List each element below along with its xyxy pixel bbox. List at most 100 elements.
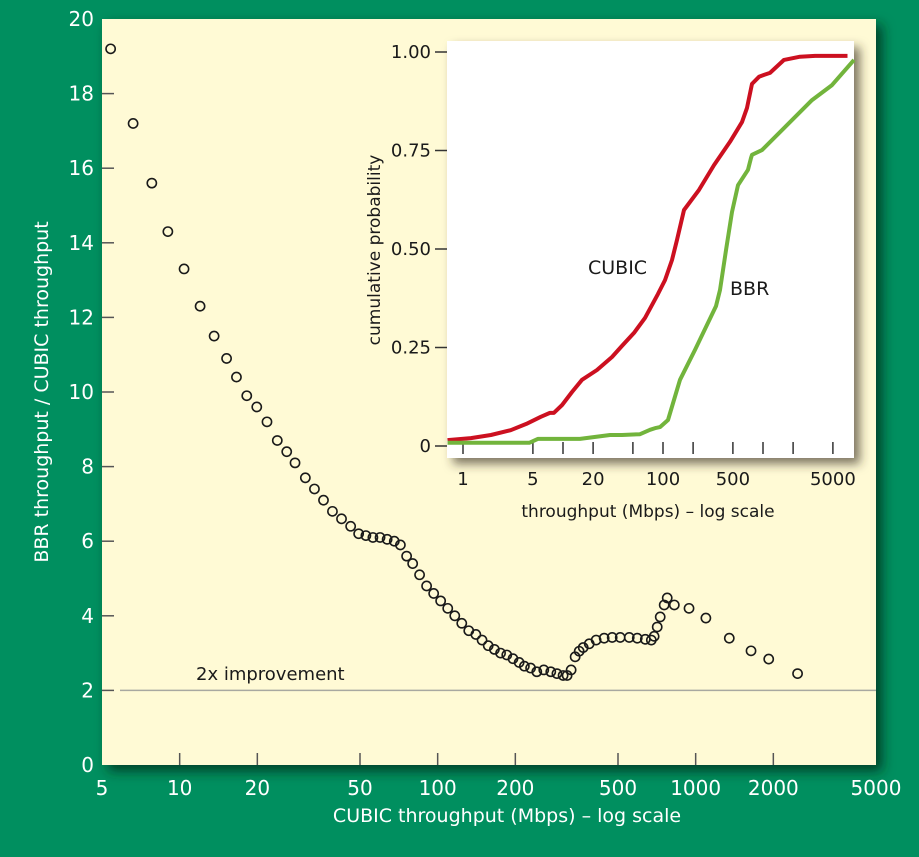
inset-y-tick-label: 0.75 xyxy=(391,141,431,162)
main-y-tick-label: 18 xyxy=(69,82,94,106)
reference-line-label: 2x improvement xyxy=(196,664,345,685)
main-y-tick-label: 8 xyxy=(81,455,94,479)
inset-x-axis-title: throughput (Mbps) – log scale xyxy=(521,502,774,522)
main-x-tick-label: 2000 xyxy=(748,776,799,800)
scatter-point xyxy=(407,558,419,569)
scatter-point xyxy=(700,612,712,624)
scatter-point xyxy=(651,621,663,633)
inset-x-tick-label: 5 xyxy=(527,469,538,490)
scatter-point xyxy=(367,532,379,543)
scatter-point xyxy=(538,664,550,676)
inset-plot-area xyxy=(447,41,854,458)
scatter-point xyxy=(421,580,433,592)
scatter-point xyxy=(208,330,220,342)
scatter-point xyxy=(360,530,372,542)
scatter-point xyxy=(146,177,158,189)
scatter-point xyxy=(590,634,602,646)
scatter-point xyxy=(428,588,440,599)
inset-x-ticks: 1 5 20 100 500 5000 xyxy=(457,442,856,490)
scatter-point xyxy=(545,666,557,678)
main-y-tick-label: 2 xyxy=(81,678,94,702)
scatter-point xyxy=(261,416,273,428)
scatter-point xyxy=(551,668,563,680)
series-line-cubic xyxy=(447,53,848,443)
main-x-tick-label: 20 xyxy=(245,776,270,800)
main-y-ticks: 0 2 4 6 8 10 12 14 16 18 20 xyxy=(69,7,114,777)
scatter-point xyxy=(654,611,666,623)
scatter-point xyxy=(401,550,413,562)
scatter-point xyxy=(631,632,643,644)
scatter-point xyxy=(251,401,263,413)
inset-x-tick-label: 500 xyxy=(716,469,750,490)
scatter-point xyxy=(299,472,311,484)
scatter-point xyxy=(327,505,338,517)
series-label-cubic: CUBIC xyxy=(588,257,647,279)
scatter-point xyxy=(178,263,190,275)
main-y-tick-label: 14 xyxy=(69,231,94,255)
scatter-point xyxy=(565,664,577,676)
main-x-tick-label: 100 xyxy=(419,776,457,800)
scatter-point xyxy=(442,602,454,614)
scatter-point xyxy=(456,617,468,629)
inset-y-tick-label: 1.00 xyxy=(391,42,431,63)
scatter-point xyxy=(745,645,757,657)
scatter-point xyxy=(345,520,357,532)
scatter-point xyxy=(668,599,680,611)
inset-y-tick-label: 0.50 xyxy=(391,239,431,260)
scatter-point xyxy=(495,647,506,659)
main-y-tick-label: 0 xyxy=(81,753,94,777)
scatter-point xyxy=(281,446,293,458)
scatter-point xyxy=(241,390,253,402)
main-x-tick-label: 5 xyxy=(96,776,109,800)
main-x-ticks: 5 10 20 50 100 200 500 1000 2000 5000 xyxy=(96,753,901,800)
scatter-point xyxy=(127,118,139,129)
main-x-axis-title: CUBIC throughput (Mbps) – log scale xyxy=(333,805,681,827)
main-x-tick-label: 500 xyxy=(599,776,637,800)
scatter-point xyxy=(792,668,803,680)
main-y-axis-title: BBR throughput / CUBIC throughput xyxy=(31,221,53,562)
scatter-point xyxy=(476,634,488,646)
inset-y-tick-label: 0 xyxy=(420,436,431,457)
inset-y-ticks: 0 0.25 0.50 0.75 1.00 xyxy=(391,42,447,457)
inset-x-tick-label: 1 xyxy=(457,469,468,490)
series-label-bbr: BBR xyxy=(730,278,769,300)
scatter-point xyxy=(658,599,670,611)
scatter-point xyxy=(289,457,301,469)
main-x-tick-label: 10 xyxy=(167,776,192,800)
series-line-bbr xyxy=(447,58,856,445)
inset-x-tick-label: 100 xyxy=(646,469,680,490)
scatter-point xyxy=(221,353,232,364)
scatter-point xyxy=(661,592,673,604)
scatter-point xyxy=(763,653,775,665)
scatter-point xyxy=(683,602,695,614)
scatter-point xyxy=(336,513,347,525)
scatter-point xyxy=(414,569,425,581)
scatter-point xyxy=(470,629,482,640)
main-y-tick-label: 16 xyxy=(69,156,94,180)
scatter-point xyxy=(394,539,406,551)
scatter-point xyxy=(105,43,117,55)
scatter-point xyxy=(381,533,393,545)
scatter-point xyxy=(723,632,735,644)
scatter-point xyxy=(435,595,447,607)
scatter-point xyxy=(309,483,320,495)
scatter-point xyxy=(231,371,242,383)
scatter-point xyxy=(557,670,569,681)
inset-y-axis-title: cumulative probability xyxy=(365,155,385,346)
scatter-point xyxy=(162,226,174,238)
main-x-tick-label: 200 xyxy=(496,776,534,800)
main-scatter-points xyxy=(105,43,803,681)
scatter-point xyxy=(598,632,610,644)
scatter-point xyxy=(648,630,660,642)
main-y-tick-label: 10 xyxy=(69,380,94,404)
scatter-point xyxy=(449,610,461,622)
main-y-tick-label: 12 xyxy=(69,305,94,329)
inset-x-tick-label: 20 xyxy=(582,469,605,490)
scatter-point xyxy=(353,528,365,540)
scatter-point xyxy=(318,494,329,506)
inset-y-tick-label: 0.25 xyxy=(391,338,431,359)
main-x-tick-label: 50 xyxy=(347,776,372,800)
main-y-tick-label: 6 xyxy=(81,529,94,553)
main-y-tick-label: 20 xyxy=(69,7,94,31)
